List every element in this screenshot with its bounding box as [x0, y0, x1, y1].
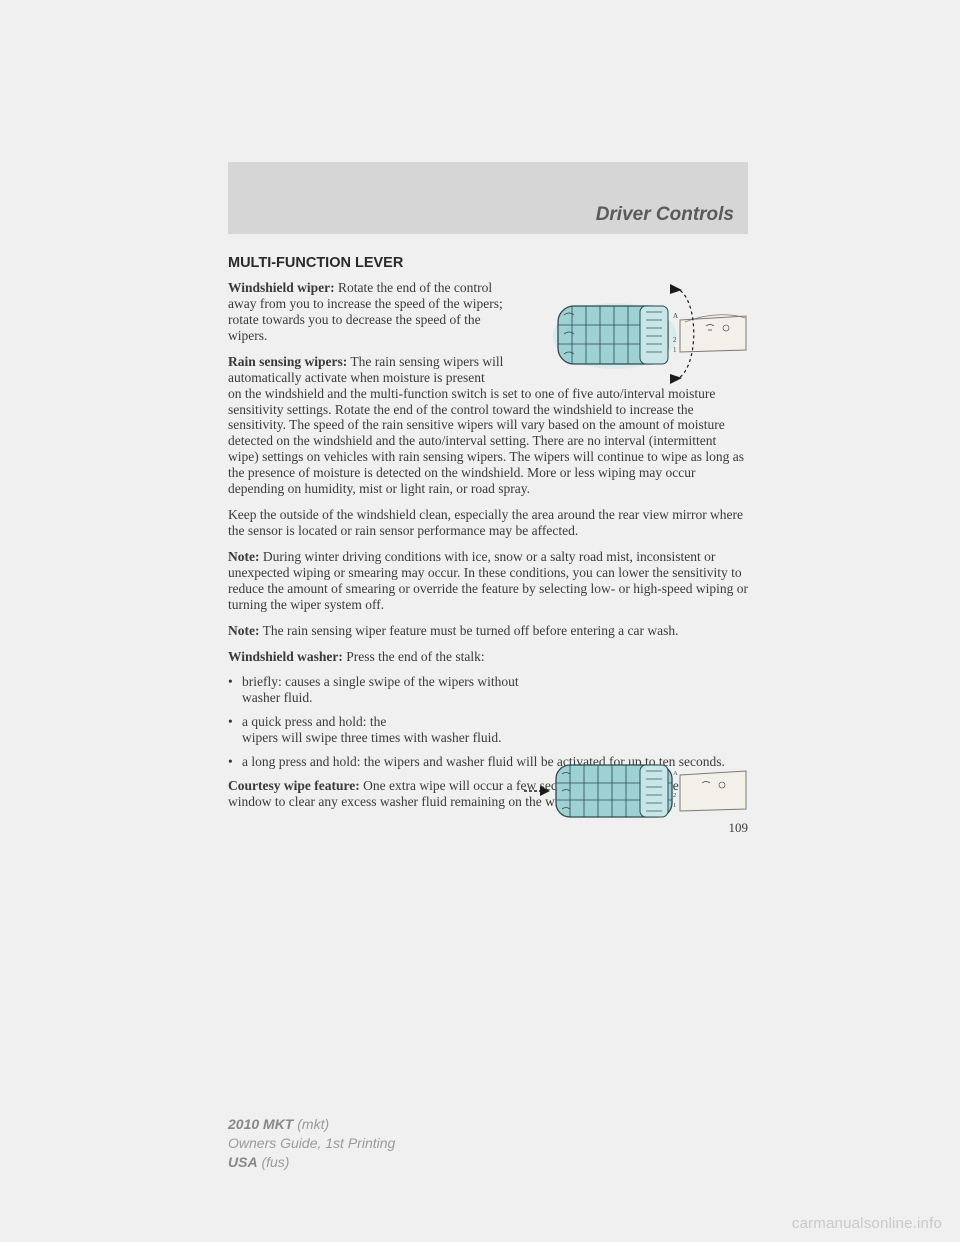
- label-2: 2: [673, 336, 677, 344]
- list-item: a quick press and hold: the wipers will …: [228, 714, 748, 746]
- page-footer: 2010 MKT (mkt) Owners Guide, 1st Printin…: [228, 1115, 395, 1172]
- para-clean: Keep the outside of the windshield clean…: [228, 507, 748, 539]
- text-note2: The rain sensing wiper feature must be t…: [259, 623, 678, 638]
- bullet-1: briefly: causes a single swipe of the wi…: [242, 674, 522, 706]
- bullet-2a: a quick press and hold: the: [242, 714, 522, 730]
- lead-courtesy: Courtesy wipe feature:: [228, 778, 360, 793]
- text-rain-2: on the windshield and the multi-function…: [228, 386, 744, 497]
- figure-wiper-lever: A 2 1: [540, 272, 750, 392]
- label-2: 2: [673, 792, 676, 799]
- section-title: MULTI-FUNCTION LEVER: [228, 255, 748, 272]
- lead-wiper: Windshield wiper:: [228, 280, 335, 295]
- footer-line1: 2010 MKT (mkt): [228, 1115, 395, 1134]
- text-note1: During winter driving conditions with ic…: [228, 549, 748, 612]
- page-header: Driver Controls: [228, 162, 748, 234]
- para-wiper: Windshield wiper: Rotate the end of the …: [228, 280, 518, 344]
- para-washer: Windshield washer: Press the end of the …: [228, 649, 518, 665]
- label-a: A: [673, 312, 678, 320]
- watermark: carmanualsonline.info: [792, 1215, 942, 1232]
- text-washer: Press the end of the stalk:: [343, 649, 485, 664]
- lead-note1: Note:: [228, 549, 259, 564]
- label-1: 1: [673, 346, 677, 354]
- list-item: briefly: causes a single swipe of the wi…: [228, 674, 748, 706]
- bullet-2b: wipers will swipe three times with washe…: [242, 730, 501, 745]
- figure-washer-lever: A 2 1: [520, 753, 750, 828]
- lead-rain: Rain sensing wipers:: [228, 354, 347, 369]
- header-title: Driver Controls: [596, 204, 734, 226]
- lead-note2: Note:: [228, 623, 259, 638]
- lead-washer: Windshield washer:: [228, 649, 343, 664]
- label-1: 1: [673, 802, 676, 809]
- label-a: A: [673, 770, 678, 777]
- para-note2: Note: The rain sensing wiper feature mus…: [228, 623, 748, 639]
- footer-line2: Owners Guide, 1st Printing: [228, 1134, 395, 1153]
- footer-line3: USA (fus): [228, 1153, 395, 1172]
- para-note1: Note: During winter driving conditions w…: [228, 549, 748, 613]
